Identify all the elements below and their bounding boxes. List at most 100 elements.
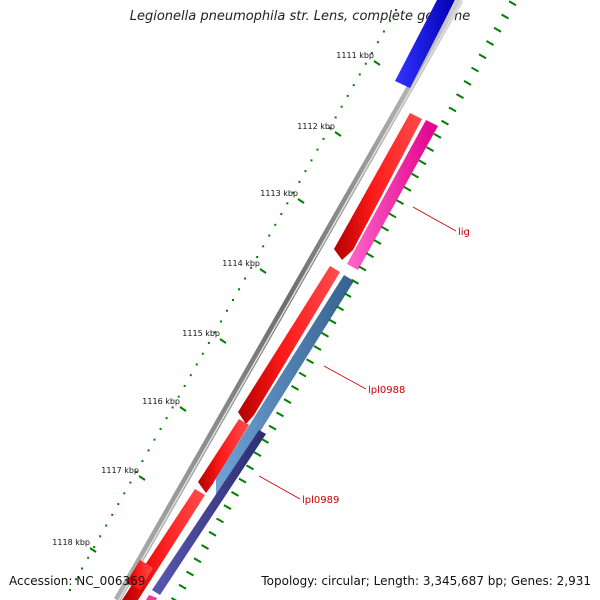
- track-dot: [171, 406, 174, 409]
- track-dot: [207, 341, 210, 344]
- track-dash: [291, 384, 299, 391]
- gene-label-lig: lig: [412, 206, 470, 238]
- track-dash: [463, 79, 472, 86]
- track-dot: [334, 116, 337, 119]
- tick-mark: [138, 475, 146, 481]
- cds-red-bottom: [126, 560, 153, 590]
- track-dot: [201, 352, 204, 355]
- track-dot: [147, 449, 150, 452]
- track-dot: [232, 299, 234, 301]
- tick-mark: [219, 338, 227, 344]
- track-dot: [328, 127, 331, 130]
- cds-red-segment-2: [238, 266, 340, 424]
- tick-label: 1112 kbp: [297, 122, 335, 131]
- track-dot: [256, 256, 259, 259]
- track-dot: [388, 19, 391, 22]
- track-dash: [373, 239, 382, 245]
- track-dash: [328, 318, 337, 325]
- track-dot: [268, 234, 271, 237]
- gene-label-lpl0989: lpl0989: [258, 475, 339, 506]
- track-dash: [501, 13, 509, 20]
- tick-label: 1114 kbp: [222, 259, 260, 268]
- track-dot: [189, 374, 192, 377]
- track-dash: [253, 451, 262, 457]
- track-dot: [395, 9, 397, 11]
- track-dash: [366, 252, 374, 259]
- cds-red-segment-3: [198, 419, 249, 493]
- accession-text: Accession: NC_006369: [9, 574, 146, 588]
- tick-mark: [89, 547, 97, 553]
- track-dash: [343, 292, 352, 298]
- track-dot: [165, 417, 168, 420]
- track-dash: [268, 424, 277, 431]
- track-dot: [213, 331, 216, 334]
- track-dash: [313, 345, 322, 351]
- track-dash: [381, 225, 389, 232]
- track-dot: [340, 105, 343, 108]
- track-dot: [93, 546, 96, 549]
- callout-line-lig: [412, 206, 457, 232]
- track-dash: [388, 212, 397, 219]
- tick-label: 1113 kbp: [260, 189, 298, 198]
- track-dot: [370, 51, 373, 54]
- track-dot: [304, 170, 307, 173]
- cds-blue-feature: [395, 0, 455, 88]
- track-dash: [508, 0, 517, 7]
- track-dot: [382, 30, 385, 33]
- track-dot: [310, 159, 313, 162]
- gene-label-text-lpl0989: lpl0989: [302, 495, 339, 506]
- track-dash: [351, 278, 359, 285]
- track-dash: [396, 199, 404, 206]
- track-dot: [238, 288, 241, 291]
- track-dash: [186, 570, 194, 577]
- genome-summary-text: Topology: circular; Length: 3,345,687 bp…: [261, 574, 591, 588]
- gene-label-lpl0988: lpl0988: [323, 365, 405, 396]
- track-dot: [292, 191, 295, 194]
- track-dash: [321, 331, 329, 338]
- gene-lpl0988: [216, 275, 354, 494]
- track-dot: [219, 320, 222, 323]
- track-dot: [364, 62, 367, 65]
- tick-mark: [373, 60, 381, 66]
- track-dash: [298, 371, 307, 378]
- track-dash: [411, 172, 419, 179]
- track-dot: [159, 427, 162, 430]
- genome-title: Legionella pneumophila str. Lens, comple…: [129, 9, 471, 24]
- track-dash: [261, 438, 269, 444]
- track-dot: [316, 148, 319, 151]
- tick-mark: [259, 268, 267, 274]
- track-dash: [216, 517, 224, 524]
- track-dash: [283, 398, 292, 404]
- track-dot: [195, 363, 198, 366]
- track-dot: [105, 524, 108, 527]
- track-dot: [81, 567, 84, 570]
- track-dash: [193, 557, 202, 564]
- track-dot: [322, 137, 325, 140]
- tick-label: 1117 kbp: [101, 466, 139, 475]
- track-dash: [238, 477, 247, 484]
- gene-lig: [347, 120, 438, 270]
- gene-label-text-lig: lig: [458, 227, 470, 238]
- track-dash: [223, 504, 232, 511]
- track-dot: [153, 438, 156, 441]
- track-dot: [244, 277, 247, 280]
- track-dash: [358, 265, 367, 272]
- track-dot: [286, 202, 289, 205]
- track-dash: [276, 411, 284, 418]
- track-dash: [336, 305, 344, 312]
- track-dash: [418, 159, 427, 166]
- track-dash: [171, 597, 178, 600]
- track-dot: [274, 223, 277, 226]
- gene-pink-bottom: [146, 595, 157, 600]
- callout-line-lpl0988: [323, 365, 367, 390]
- track-dot: [111, 513, 114, 516]
- track-dash: [441, 119, 449, 126]
- tick-label: 1116 kbp: [142, 397, 180, 406]
- track-dot: [177, 395, 180, 398]
- track-dot: [358, 73, 361, 76]
- track-dash: [306, 358, 314, 365]
- genome-backbone-highlight: [118, 0, 463, 600]
- track-dash: [448, 106, 457, 113]
- track-dash: [486, 40, 494, 46]
